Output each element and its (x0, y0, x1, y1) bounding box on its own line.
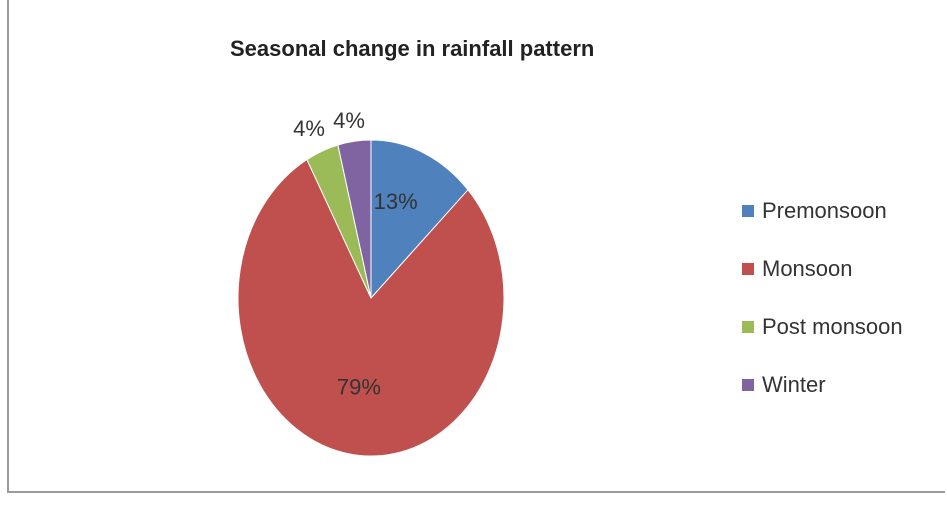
pie-label-post-monsoon: 4% (293, 116, 325, 141)
legend-item-monsoon: Monsoon (742, 254, 853, 284)
pie-labels: 13% 79% 4% 4% (293, 108, 418, 400)
legend-swatch-post-monsoon (742, 321, 754, 333)
chart-title: Seasonal change in rainfall pattern (230, 36, 595, 61)
legend-label-monsoon: Monsoon (762, 256, 853, 281)
legend-label-winter: Winter (762, 372, 826, 397)
legend-item-winter: Winter (742, 370, 826, 400)
pie-slice-winter (337, 139, 372, 299)
legend-swatch-winter (742, 379, 754, 391)
legend-item-premonsoon: Premonsoon (742, 196, 887, 226)
pie-slice-premonsoon (370, 139, 469, 300)
legend-item-post-monsoon: Post monsoon (742, 312, 903, 342)
pie-label-premonsoon: 13% (374, 189, 418, 214)
pie-label-monsoon: 79% (337, 374, 381, 399)
pie-slice-monsoon (237, 158, 505, 457)
pie-slices (237, 139, 505, 457)
legend-label-post-monsoon: Post monsoon (762, 314, 903, 339)
legend-swatch-monsoon (742, 263, 754, 275)
legend-swatch-premonsoon (742, 205, 754, 217)
legend-label-premonsoon: Premonsoon (762, 198, 887, 223)
pie-label-winter: 4% (333, 108, 365, 133)
